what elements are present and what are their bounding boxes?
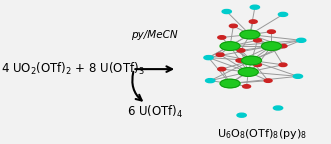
Circle shape — [237, 49, 245, 52]
Circle shape — [293, 74, 303, 78]
Circle shape — [261, 42, 281, 50]
Text: U$_6$O$_8$(OTf)$_8$(py)$_8$: U$_6$O$_8$(OTf)$_8$(py)$_8$ — [216, 127, 307, 141]
Circle shape — [297, 38, 306, 42]
Circle shape — [216, 53, 224, 56]
Circle shape — [229, 24, 237, 28]
Circle shape — [236, 59, 244, 62]
Circle shape — [240, 30, 260, 39]
Circle shape — [220, 79, 240, 88]
Circle shape — [218, 67, 226, 71]
Circle shape — [267, 30, 275, 33]
Circle shape — [206, 79, 215, 83]
Circle shape — [242, 56, 261, 65]
Circle shape — [254, 39, 261, 42]
Text: 4 UO$_2$(OTf)$_2$ + 8 U(OTf)$_3$: 4 UO$_2$(OTf)$_2$ + 8 U(OTf)$_3$ — [1, 61, 145, 77]
Circle shape — [278, 12, 288, 16]
Circle shape — [273, 106, 283, 110]
Text: 6 U(OTf)$_4$: 6 U(OTf)$_4$ — [127, 104, 184, 120]
Circle shape — [264, 79, 272, 82]
Circle shape — [243, 85, 251, 88]
Text: py/MeCN: py/MeCN — [131, 30, 177, 40]
Circle shape — [250, 5, 260, 9]
Circle shape — [238, 68, 258, 76]
Circle shape — [220, 42, 240, 50]
Circle shape — [279, 44, 287, 48]
Circle shape — [218, 36, 226, 39]
Circle shape — [204, 56, 213, 60]
Circle shape — [254, 63, 261, 67]
Circle shape — [249, 20, 257, 23]
Circle shape — [237, 113, 246, 117]
Circle shape — [279, 63, 287, 67]
Circle shape — [222, 10, 231, 14]
